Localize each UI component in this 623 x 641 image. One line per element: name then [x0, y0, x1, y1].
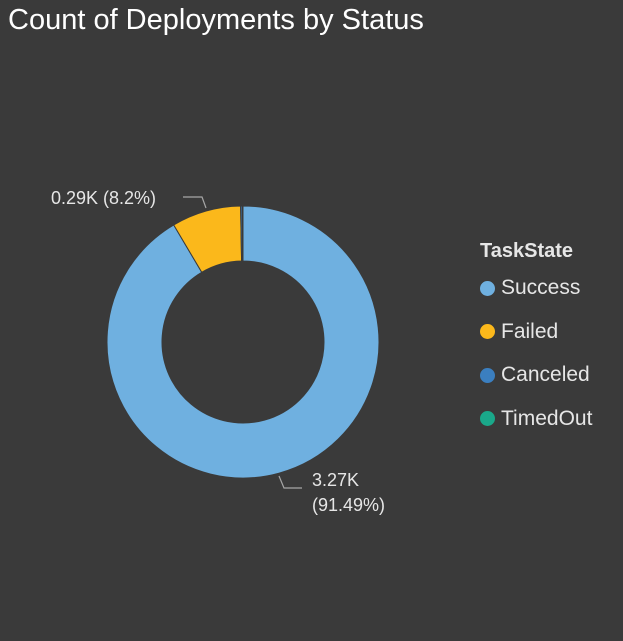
slice-success[interactable]: [106, 205, 380, 479]
success-data-label-value: 3.27K: [312, 470, 359, 490]
legend-label: Success: [501, 276, 581, 299]
legend-marker-timedout: [480, 411, 495, 426]
legend-label: TimedOut: [501, 406, 593, 430]
legend-marker-success: [480, 280, 495, 296]
legend-item-canceled[interactable]: Canceled: [480, 363, 592, 386]
failed-label-leader: [183, 196, 207, 209]
slice-timedout[interactable]: [241, 205, 244, 262]
success-label-leader: [278, 475, 302, 489]
legend-item-timedout[interactable]: TimedOut: [480, 406, 593, 430]
legend-item-failed[interactable]: Failed: [480, 319, 592, 343]
legend-item-success[interactable]: Success: [480, 276, 592, 299]
legend-label: Canceled: [501, 363, 590, 386]
legend-items: Success Failed Canceled TimedOut: [480, 276, 593, 430]
success-data-label-percent: (91.49%): [312, 495, 385, 515]
chart-title: Count of Deployments by Status: [8, 4, 424, 36]
legend: TaskState Success Failed Canceled TimedOut: [480, 240, 592, 451]
legend-marker-failed: [480, 324, 495, 339]
legend-label: Failed: [501, 319, 559, 343]
donut-slices: [106, 205, 380, 479]
failed-data-label: 0.29K (8.2%): [51, 188, 156, 208]
legend-title: TaskState: [480, 240, 574, 262]
legend-marker-canceled: [480, 367, 495, 383]
